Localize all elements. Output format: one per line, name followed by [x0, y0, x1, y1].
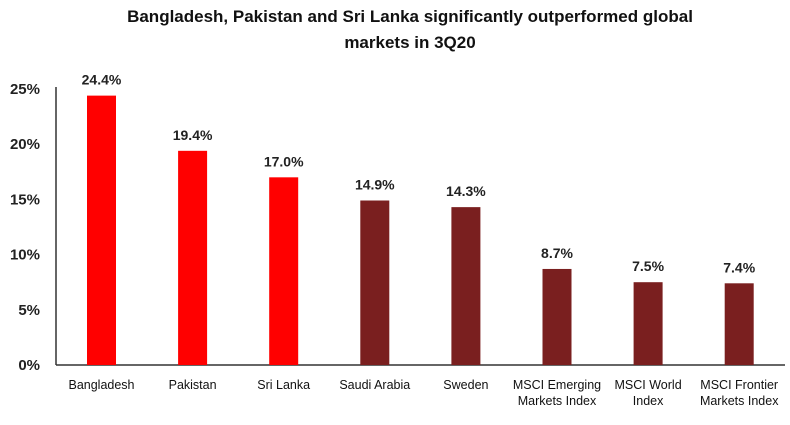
- x-tick-label: Markets Index: [700, 394, 779, 408]
- bar-3: [360, 200, 390, 365]
- chart-title-line-1: Bangladesh, Pakistan and Sri Lanka signi…: [127, 7, 693, 26]
- bar-7: [724, 283, 754, 365]
- bar-6: [633, 282, 663, 365]
- x-tick-label: Markets Index: [518, 394, 597, 408]
- data-label: 8.7%: [541, 245, 573, 261]
- x-tick-label: MSCI Emerging: [513, 378, 601, 392]
- bar-1: [178, 150, 208, 365]
- data-label: 7.5%: [632, 258, 664, 274]
- x-tick-label: Bangladesh: [68, 378, 134, 392]
- x-tick-label: Pakistan: [169, 378, 217, 392]
- data-label: 24.4%: [82, 72, 122, 88]
- data-label: 7.4%: [723, 259, 755, 275]
- x-tick-label: Index: [633, 394, 664, 408]
- bar-5: [542, 268, 572, 365]
- y-tick-label: 10%: [10, 247, 40, 264]
- x-tick-label: Saudi Arabia: [339, 378, 410, 392]
- data-label: 19.4%: [173, 127, 213, 143]
- y-tick-label: 0%: [18, 357, 40, 374]
- bar-4: [451, 207, 481, 365]
- y-tick-label: 20%: [10, 136, 40, 153]
- x-tick-label: Sri Lanka: [257, 378, 310, 392]
- bar-2: [269, 177, 299, 365]
- y-tick-label: 25%: [10, 81, 40, 98]
- y-tick-label: 15%: [10, 191, 40, 208]
- data-label: 17.0%: [264, 153, 304, 169]
- x-tick-label: MSCI Frontier: [700, 378, 778, 392]
- chart-title-line-2: markets in 3Q20: [344, 33, 476, 52]
- x-tick-label: MSCI World: [615, 378, 682, 392]
- y-tick-label: 5%: [18, 302, 40, 319]
- data-label: 14.3%: [446, 183, 486, 199]
- bar-0: [87, 95, 116, 366]
- data-label: 14.9%: [355, 177, 395, 193]
- chart-title: Bangladesh, Pakistan and Sri Lanka signi…: [60, 4, 760, 56]
- x-tick-label: Sweden: [443, 378, 488, 392]
